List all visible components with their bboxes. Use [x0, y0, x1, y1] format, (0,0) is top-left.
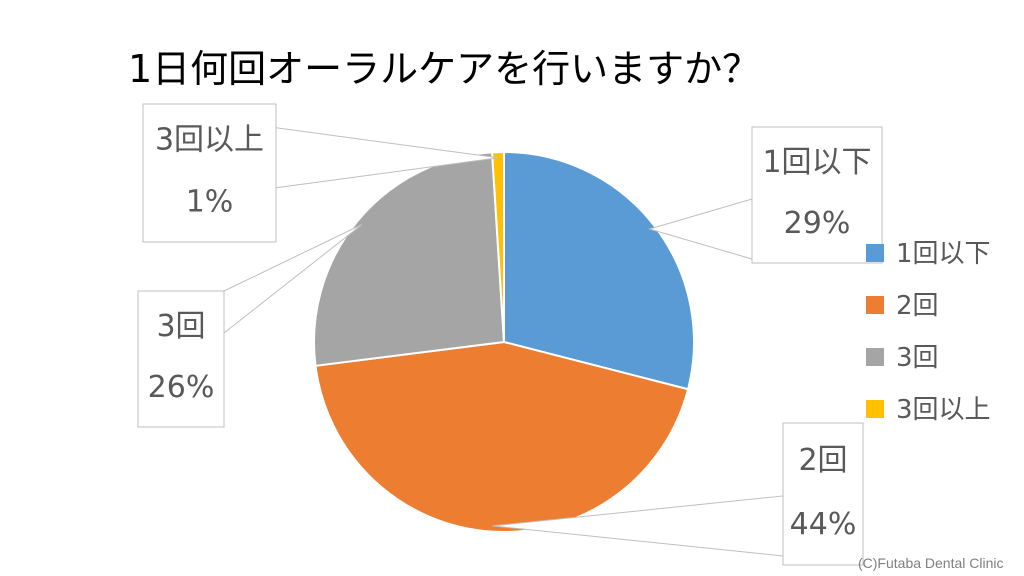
callout-box	[137, 290, 225, 428]
callout-one-or-less: 1回以下 29%	[647, 126, 883, 264]
legend-label-three: 3回	[896, 343, 939, 373]
callout-three: 3回 26%	[137, 224, 363, 428]
data-label-percent: 44%	[790, 507, 857, 542]
data-label-callouts: 1回以下 29% 2回 44% 3回 26% 3回以上 1%	[137, 103, 883, 566]
pie-slice-more-than-three	[491, 150, 505, 343]
data-label-category: 2回	[798, 443, 847, 478]
pie-slice-three	[313, 151, 506, 367]
callout-box	[142, 103, 277, 243]
pie-slice-one-or-less	[503, 150, 695, 391]
chart-title: 1日何回オーラルケアを行いますか？	[128, 47, 760, 91]
legend-swatch-two	[866, 296, 884, 314]
callout-leader	[275, 127, 499, 189]
data-label-category: 1回以下	[762, 145, 871, 180]
callout-two: 2回 44%	[492, 422, 864, 566]
legend-label-one-or-less: 1回以下	[896, 239, 991, 269]
pie-slices	[313, 150, 695, 533]
callout-leader	[647, 198, 753, 260]
legend-label-two: 2回	[896, 291, 939, 321]
callout-box	[751, 126, 883, 264]
legend-swatch-three	[866, 348, 884, 366]
legend-swatch-one-or-less	[866, 244, 884, 262]
data-label-percent: 26%	[148, 370, 215, 405]
legend: 1回以下 2回 3回 3回以上	[866, 239, 991, 425]
callout-more-than-three: 3回以上 1%	[142, 103, 499, 243]
pie-slice-two	[314, 340, 690, 533]
data-label-percent: 1%	[186, 185, 234, 220]
callout-leader	[492, 495, 784, 557]
credit-text: (C)Futaba Dental Clinic	[858, 555, 1004, 571]
data-label-category: 3回	[156, 309, 205, 344]
legend-label-more-than-three: 3回以上	[896, 395, 991, 425]
data-label-percent: 29%	[784, 206, 851, 241]
legend-swatch-more-than-three	[866, 400, 884, 418]
data-label-category: 3回以上	[155, 123, 264, 158]
callout-box	[782, 422, 864, 566]
callout-leader	[223, 224, 363, 335]
